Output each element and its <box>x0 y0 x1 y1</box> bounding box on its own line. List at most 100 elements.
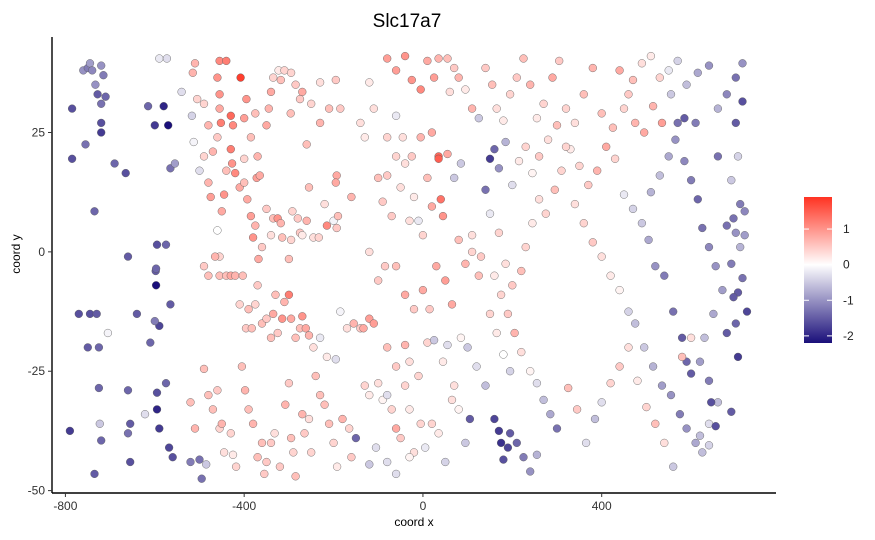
scatter-point <box>356 118 365 128</box>
scatter-point <box>405 405 414 414</box>
scatter-point <box>101 92 110 101</box>
scatter-point <box>74 309 83 319</box>
scatter-point <box>472 362 481 371</box>
scatter-point <box>374 379 383 388</box>
scatter-point <box>189 137 198 147</box>
scatter-point <box>405 216 414 225</box>
scatter-point <box>443 149 452 159</box>
scatter-point <box>461 259 470 268</box>
scatter-point <box>275 462 285 471</box>
scatter-point <box>251 109 260 118</box>
scatter-point <box>624 307 633 316</box>
scatter-point <box>97 118 106 128</box>
scatter-point <box>485 154 495 163</box>
scatter-point <box>669 307 678 316</box>
scatter-point <box>165 443 174 452</box>
scatter-point <box>669 462 678 471</box>
scatter-point <box>722 221 731 230</box>
scatter-point <box>512 73 521 82</box>
scatter-point <box>461 438 470 448</box>
scatter-point <box>95 419 104 428</box>
scatter-point <box>633 376 642 385</box>
scatter-point <box>392 424 401 433</box>
scatter-point <box>637 219 647 228</box>
scatter-point <box>555 56 564 66</box>
scatter-point <box>441 276 450 285</box>
scatter-point <box>655 171 664 180</box>
scatter-point <box>733 152 743 161</box>
scatter-point <box>660 271 669 280</box>
scatter-point <box>195 455 204 464</box>
scatter-point <box>302 216 311 225</box>
scatter-point <box>380 262 390 271</box>
scatter-point <box>405 453 414 462</box>
scatter-point <box>331 355 340 364</box>
scatter-point <box>597 398 606 407</box>
scatter-point <box>494 426 504 436</box>
scatter-point <box>213 386 222 395</box>
scatter-point <box>392 66 401 75</box>
scatter-point <box>510 328 519 338</box>
scatter-point <box>220 448 229 457</box>
scatter-point <box>707 398 716 407</box>
scatter-point <box>240 178 249 187</box>
scatter-point <box>260 469 269 479</box>
colorbar-tick-label: -1 <box>843 293 854 307</box>
x-tick-label: 0 <box>420 499 427 513</box>
scatter-point <box>215 90 224 99</box>
scatter-point <box>365 247 374 257</box>
scatter-point <box>244 305 253 314</box>
scatter-point <box>450 63 459 73</box>
scatter-point <box>204 391 213 400</box>
scatter-point <box>240 154 249 163</box>
scatter-point <box>490 145 499 154</box>
scatter-point <box>291 472 300 481</box>
scatter-point <box>704 376 714 385</box>
scatter-point <box>121 169 130 178</box>
scatter-point <box>619 104 629 113</box>
scatter-point <box>91 80 100 89</box>
scatter-point <box>347 453 356 462</box>
y-tick-label: -50 <box>28 484 46 498</box>
scatter-point <box>226 429 235 438</box>
scatter-point <box>246 212 256 221</box>
scatter-point <box>206 192 215 202</box>
scatter-point <box>187 111 197 120</box>
scatter-point <box>286 109 295 118</box>
scatter-point <box>427 202 437 211</box>
scatter-point <box>383 54 392 63</box>
scatter-point <box>186 398 195 407</box>
scatter-point <box>501 137 510 147</box>
scatter-point <box>162 54 172 63</box>
scatter-point <box>430 336 439 345</box>
scatter-point <box>631 118 640 128</box>
scatter-point <box>543 135 553 144</box>
scatter-point <box>126 419 135 428</box>
scatter-point <box>713 104 723 113</box>
scatter-point <box>249 233 258 242</box>
scatter-point <box>202 460 211 469</box>
scatter-point <box>257 243 267 252</box>
scatter-point <box>300 429 309 438</box>
scatter-point <box>425 305 434 314</box>
scatter-point <box>590 414 600 424</box>
scatter-point <box>320 400 329 409</box>
colorbar-tick-label: 1 <box>843 222 850 236</box>
scatter-point <box>492 104 501 113</box>
scatter-point <box>152 281 161 290</box>
scatter-point <box>67 154 77 163</box>
scatter-point <box>682 424 691 433</box>
scatter-point <box>619 190 629 199</box>
scatter-point <box>392 362 401 371</box>
scatter-point <box>709 309 718 319</box>
scatter-point <box>110 159 119 168</box>
scatter-point <box>463 343 472 352</box>
scatter-point <box>427 419 437 428</box>
scatter-point <box>301 324 310 333</box>
scatter-point <box>383 171 392 180</box>
scatter-point <box>552 424 562 433</box>
scatter-point <box>188 68 197 77</box>
scatter-point <box>671 135 680 144</box>
scatter-point <box>722 90 731 99</box>
scatter-point <box>430 73 439 82</box>
